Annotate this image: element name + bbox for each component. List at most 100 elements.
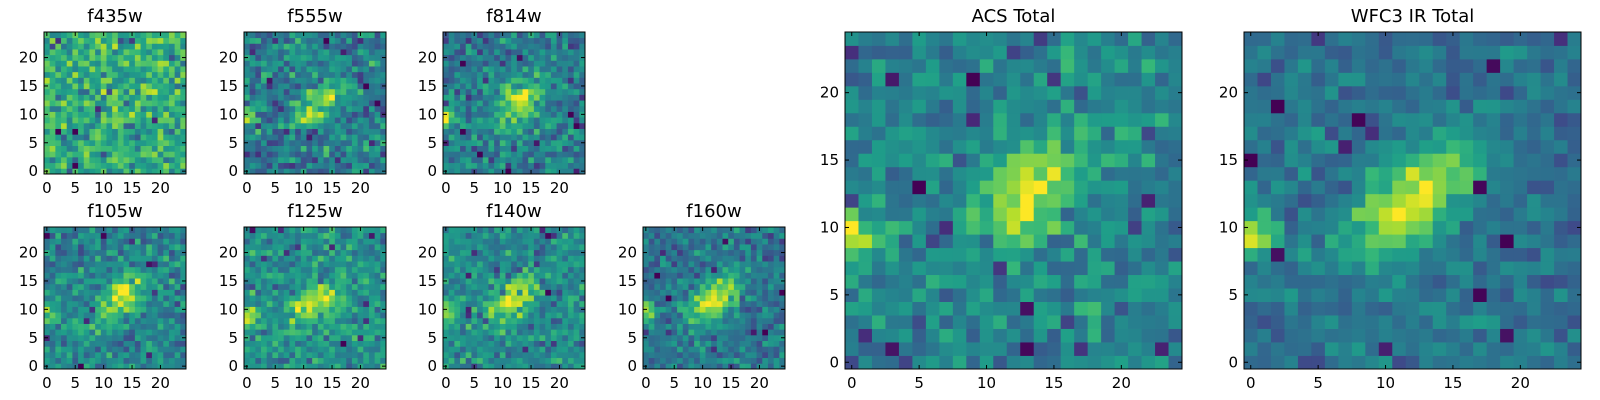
- heatmap-cell: [151, 43, 158, 50]
- heatmap-cell: [471, 340, 478, 347]
- heatmap-cell: [368, 306, 376, 313]
- heatmap-cell: [157, 283, 164, 290]
- heatmap-cell: [95, 334, 102, 341]
- heatmap-cell: [278, 94, 285, 101]
- heatmap-cell: [1060, 288, 1075, 302]
- heatmap-cell: [351, 100, 358, 107]
- heatmap-cell: [295, 100, 302, 107]
- heatmap-cell: [174, 261, 181, 268]
- heatmap-cell: [180, 232, 187, 239]
- heatmap-cell: [522, 329, 529, 336]
- heatmap-cell: [477, 105, 484, 112]
- heatmap-cell: [494, 261, 501, 268]
- heatmap-cell: [249, 77, 256, 84]
- heatmap-cell: [146, 227, 153, 234]
- heatmap-cell: [95, 117, 102, 124]
- heatmap-cell: [677, 272, 684, 279]
- heatmap-cell: [140, 117, 147, 124]
- heatmap-cell: [533, 32, 540, 39]
- heatmap-cell: [168, 49, 176, 56]
- heatmap-cell: [100, 278, 107, 285]
- heatmap-cell: [334, 346, 341, 353]
- heatmap-cell: [306, 283, 313, 290]
- heatmap-cell: [505, 128, 512, 135]
- heatmap-cell: [539, 244, 546, 251]
- heatmap-cell: [460, 255, 467, 262]
- heatmap-cell: [278, 300, 285, 307]
- heatmap-cell: [44, 162, 51, 169]
- heatmap-cell: [511, 128, 518, 135]
- heatmap-cell: [357, 238, 364, 245]
- heatmap-cell: [312, 238, 319, 245]
- heatmap-cell: [898, 288, 913, 302]
- heatmap-cell: [677, 340, 684, 347]
- heatmap-cell: [323, 128, 330, 135]
- heatmap-cell: [317, 283, 324, 290]
- heatmap-cell: [374, 255, 381, 262]
- heatmap-cell: [180, 134, 187, 141]
- heatmap-cell: [368, 139, 376, 146]
- heatmap-cell: [482, 289, 489, 296]
- heatmap-cell: [278, 32, 285, 39]
- x-tick-label: 10: [294, 374, 313, 392]
- heatmap-cell: [482, 60, 489, 67]
- heatmap-cell: [528, 329, 535, 336]
- heatmap-cell: [660, 300, 667, 307]
- heatmap-cell: [123, 162, 130, 169]
- heatmap-cell: [579, 88, 586, 95]
- heatmap-cell: [477, 117, 484, 124]
- heatmap-cell: [134, 227, 141, 234]
- heatmap-cell: [767, 323, 775, 330]
- heatmap-cell: [78, 128, 85, 135]
- heatmap-cell: [368, 357, 376, 364]
- heatmap-cell: [573, 111, 580, 118]
- heatmap-cell: [168, 272, 176, 279]
- heatmap-cell: [83, 232, 90, 239]
- heatmap-cell: [573, 272, 580, 279]
- heatmap-cell: [539, 134, 546, 141]
- heatmap-cell: [123, 168, 130, 175]
- heatmap-cell: [95, 105, 102, 112]
- heatmap-cell: [146, 261, 153, 268]
- heatmap-cell: [374, 340, 381, 347]
- heatmap-cell: [100, 128, 107, 135]
- heatmap-cell: [44, 272, 51, 279]
- heatmap-cell: [278, 111, 285, 118]
- heatmap-cell: [306, 83, 313, 90]
- heatmap-cell: [573, 71, 580, 78]
- heatmap-cell: [682, 300, 689, 307]
- heatmap-cell: [1155, 355, 1169, 370]
- heatmap-cell: [699, 312, 706, 319]
- heatmap-cell: [78, 317, 85, 324]
- heatmap-cell: [44, 134, 51, 141]
- heatmap-cell: [443, 351, 450, 359]
- heatmap-cell: [545, 289, 552, 296]
- heatmap-cell: [443, 357, 450, 364]
- heatmap-cell: [157, 77, 164, 84]
- heatmap-cell: [688, 351, 695, 359]
- x-tick-label: 10: [94, 179, 113, 197]
- heatmap-cell: [567, 83, 575, 90]
- heatmap-cell: [317, 66, 324, 73]
- heatmap-cell: [499, 111, 506, 118]
- heatmap-cell: [351, 111, 358, 118]
- heatmap-cell: [482, 122, 489, 129]
- heatmap-cell: [55, 238, 62, 245]
- heatmap-cell: [488, 162, 495, 169]
- heatmap-cell: [317, 156, 324, 164]
- heatmap-cell: [323, 156, 330, 164]
- heatmap-cell: [112, 295, 119, 302]
- heatmap-cell: [283, 88, 290, 95]
- heatmap-cell: [539, 151, 546, 158]
- heatmap-cell: [357, 122, 364, 129]
- heatmap-cell: [516, 334, 523, 341]
- heatmap-cell: [477, 151, 484, 158]
- x-tick-label: 20: [351, 374, 370, 392]
- heatmap-cell: [261, 88, 268, 95]
- heatmap-cell: [351, 88, 358, 95]
- heatmap-cell: [671, 346, 678, 353]
- heatmap-cell: [300, 117, 307, 124]
- heatmap-cell: [471, 122, 478, 129]
- heatmap-cell: [705, 238, 712, 245]
- heatmap-cell: [329, 312, 336, 319]
